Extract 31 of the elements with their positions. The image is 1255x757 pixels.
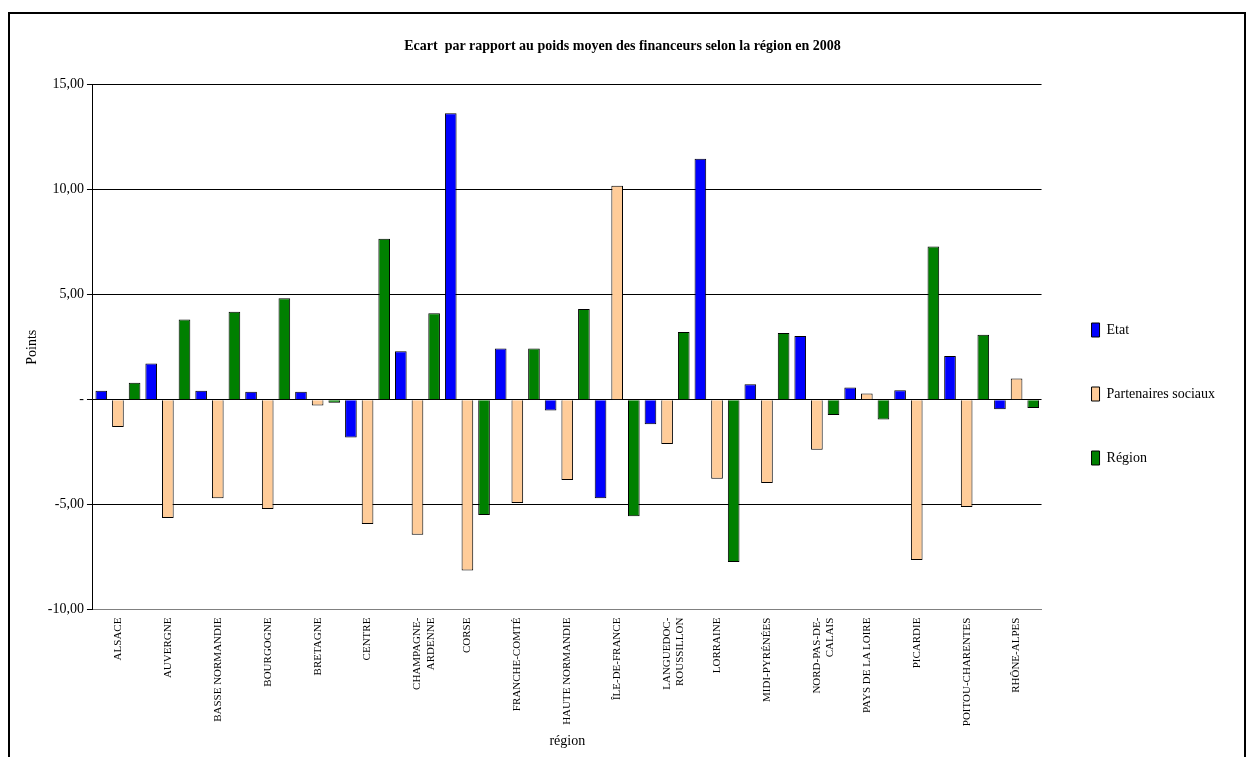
x-tick-label: BASSE NORMANDIE — [210, 617, 223, 722]
y-tick-label: -5,00 — [54, 496, 84, 512]
x-tick-label: RHÔNE-ALPES — [1009, 617, 1022, 693]
legend-label: Etat — [1106, 321, 1130, 337]
x-tick-label: CHAMPAGNE-ARDENNE — [410, 617, 436, 690]
legend-label: Région — [1106, 449, 1147, 465]
x-axis-title: région — [549, 733, 586, 749]
x-tick-label: BRETAGNE — [310, 617, 323, 676]
y-tick-label: -10,00 — [47, 601, 84, 617]
y-tick-label: 10,00 — [52, 181, 84, 197]
x-tick-label: FRANCHE-COMTÉ — [510, 617, 523, 712]
x-tick-label: ÎLE-DE-FRANCE — [610, 617, 623, 701]
x-tick-label: AUVERGNE — [160, 617, 173, 679]
y-tick-label: 15,00 — [52, 76, 84, 92]
x-tick-label: LORRAINE — [709, 617, 722, 674]
x-tick-label: ALSACE — [110, 617, 123, 661]
legend-label: Partenaires sociaux — [1106, 385, 1216, 401]
x-tick-label: HAUTE NORMANDIE — [560, 617, 573, 725]
x-tick-label: BOURGOGNE — [260, 617, 273, 687]
x-tick-label: NORD-PAS-DE-CALAIS — [809, 617, 835, 694]
chart-title: Ecart par rapport au poids moyen des financeurs selon la région en 2008 — [404, 38, 841, 54]
x-tick-label: MIDI-PYRÉNÉES — [759, 617, 772, 702]
y-tick-label: - — [79, 391, 85, 407]
y-axis-title: Points — [24, 329, 40, 365]
x-tick-label: PAYS DE LA LOIRE — [859, 617, 872, 714]
x-tick-label: PICARDIE — [909, 617, 922, 669]
x-tick-label: POITOU-CHARENTES — [959, 617, 972, 727]
y-tick-label: 5,00 — [59, 286, 84, 302]
x-tick-label: LANGUEDOC-ROUSSILLON — [659, 617, 686, 690]
x-tick-label: CORSE — [460, 617, 473, 654]
x-tick-label: CENTRE — [360, 617, 373, 661]
